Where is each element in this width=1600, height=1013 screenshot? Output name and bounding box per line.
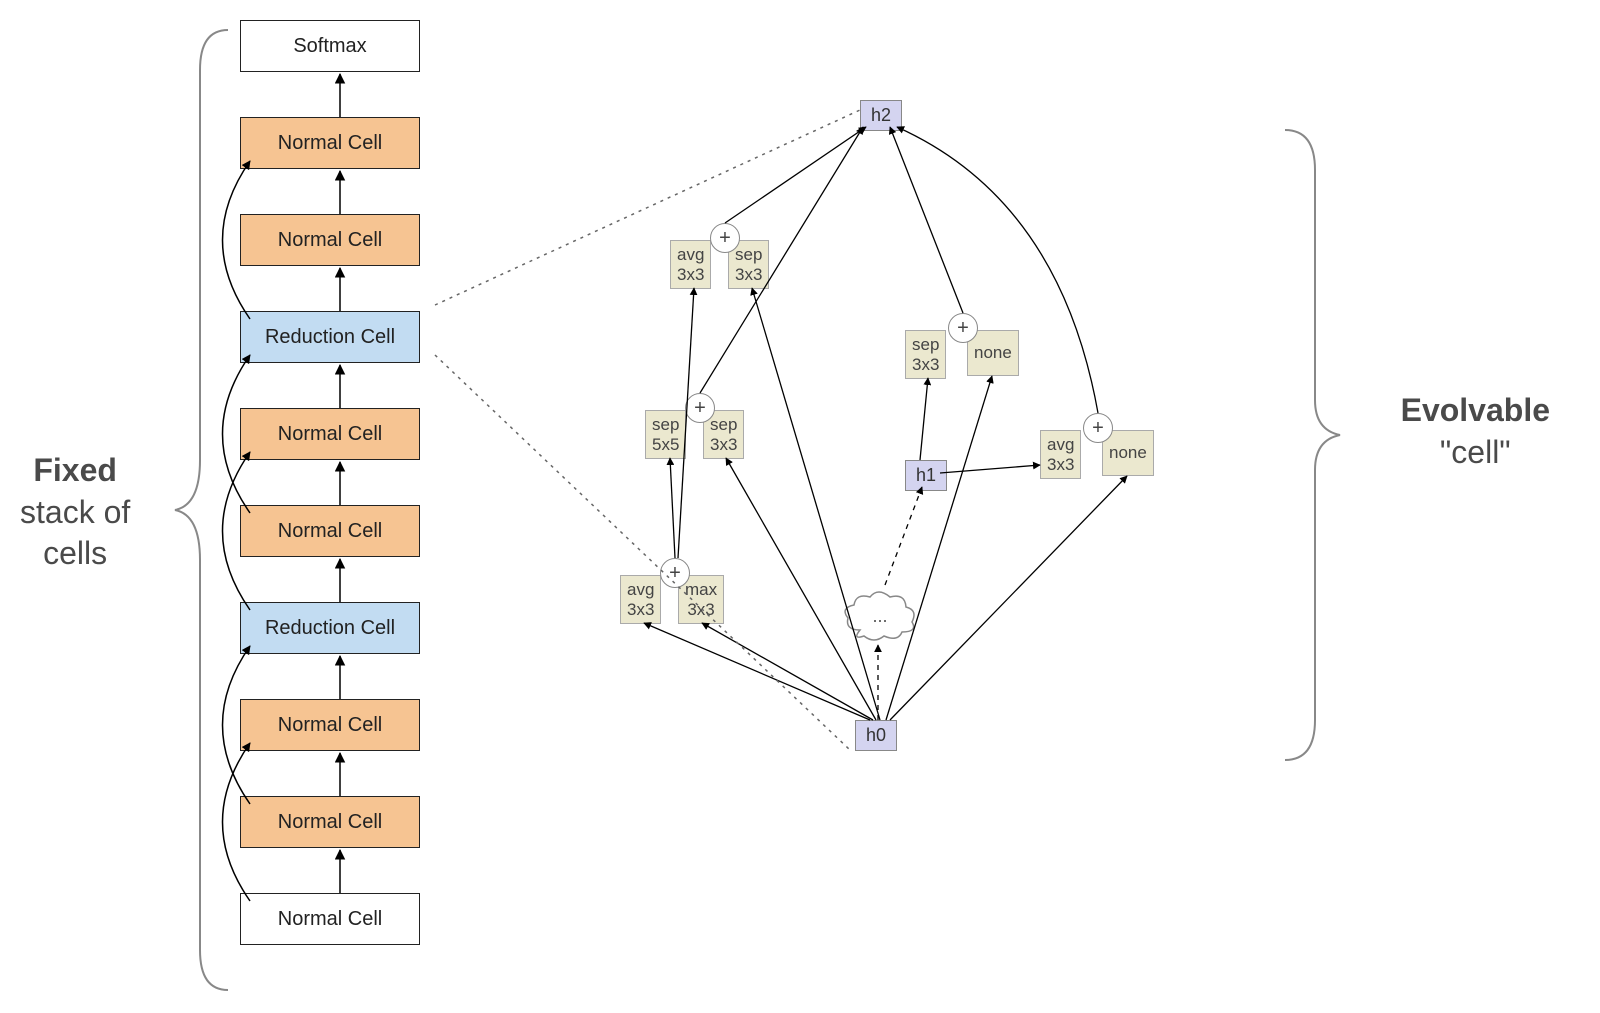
stack-cell: Normal Cell [240, 505, 420, 557]
h-node: h1 [905, 460, 947, 491]
cell-graph: h0h1h2avg 3x3max 3x3sep 5x5sep 3x3avg 3x… [560, 80, 1280, 800]
op-box: sep 3x3 [905, 330, 946, 379]
stack-cell: Normal Cell [240, 214, 420, 266]
plus-node: + [660, 558, 690, 588]
right-label-l2: "cell" [1440, 434, 1511, 470]
stack-cell: Softmax [240, 20, 420, 72]
left-label-l1: Fixed [33, 452, 117, 488]
op-box: avg 3x3 [1040, 430, 1081, 479]
stack-cell: Reduction Cell [240, 311, 420, 363]
plus-node: + [685, 393, 715, 423]
left-label-l2: stack of [20, 494, 130, 530]
svg-text:...: ... [872, 606, 887, 626]
stack-cell: Normal Cell [240, 699, 420, 751]
stack-cell: Normal Cell [240, 408, 420, 460]
op-box: avg 3x3 [670, 240, 711, 289]
stack-cell: Normal Cell [240, 893, 420, 945]
right-label-l1: Evolvable [1401, 392, 1550, 428]
op-box: avg 3x3 [620, 575, 661, 624]
plus-node: + [948, 313, 978, 343]
cloud-node: ... [840, 590, 920, 650]
op-box: sep 5x5 [645, 410, 686, 459]
h-node: h2 [860, 100, 902, 131]
left-label-l3: cells [43, 535, 107, 571]
h-node: h0 [855, 720, 897, 751]
stack-cell: Reduction Cell [240, 602, 420, 654]
stack-cell: Normal Cell [240, 796, 420, 848]
right-label: Evolvable "cell" [1401, 390, 1550, 473]
left-label: Fixed stack of cells [20, 450, 130, 575]
plus-node: + [1083, 413, 1113, 443]
stack-cell: Normal Cell [240, 117, 420, 169]
plus-node: + [710, 223, 740, 253]
